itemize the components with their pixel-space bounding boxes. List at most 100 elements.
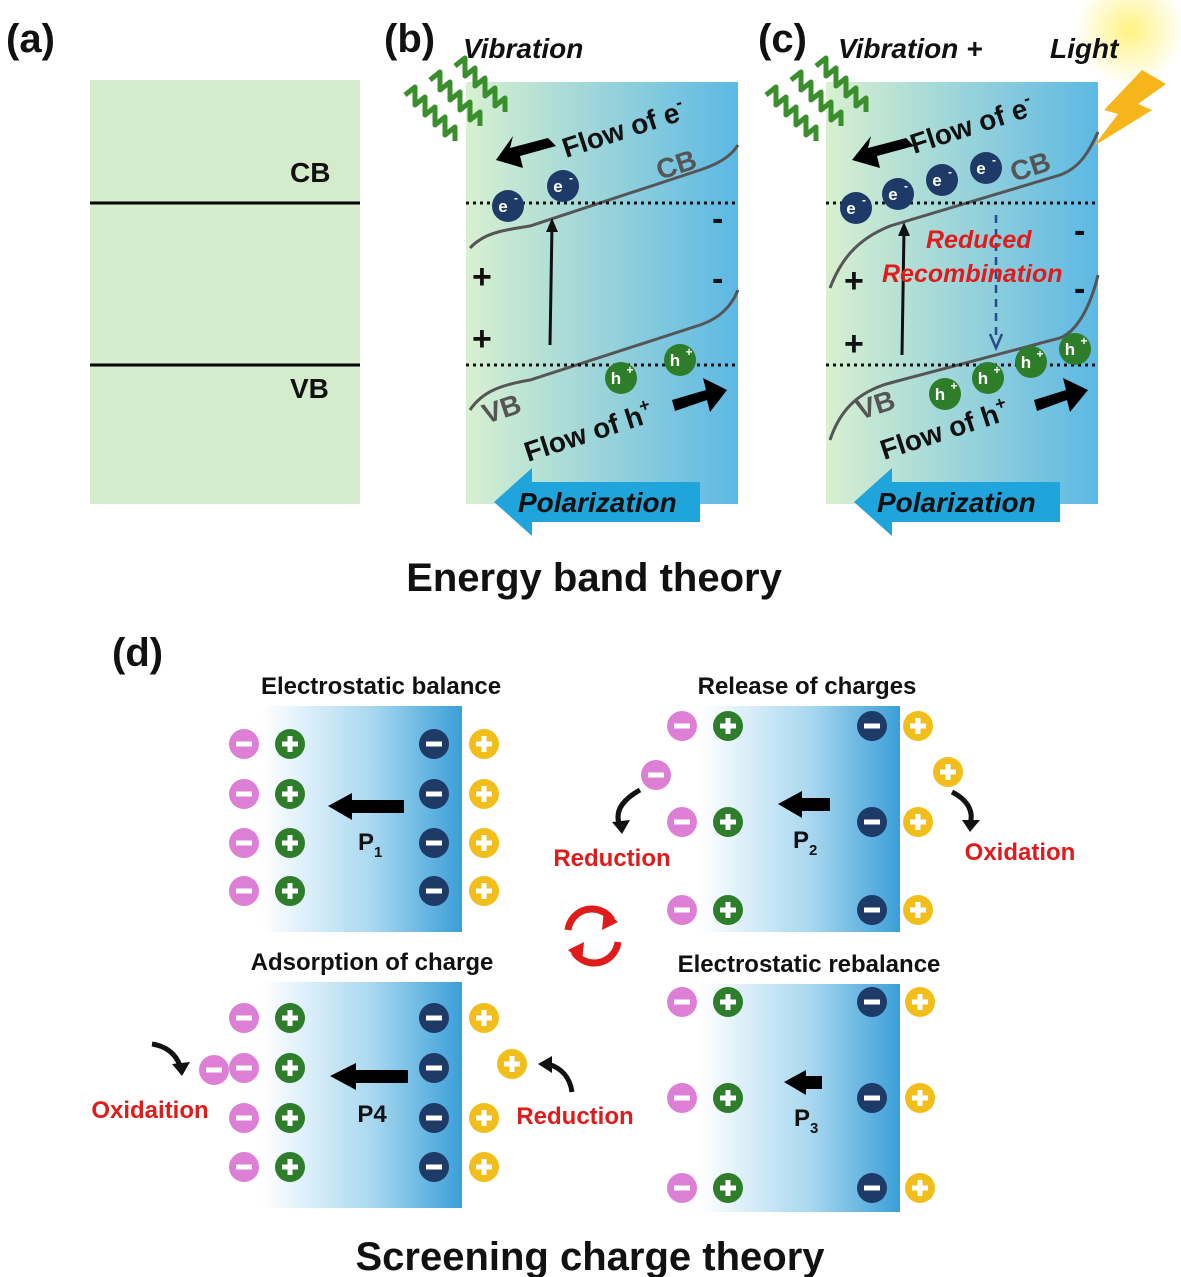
panel-b: Flow of e- CB VB e - e - h + h + Flow of…: [403, 55, 740, 536]
negative-charge-navy: [857, 711, 887, 741]
flow-e-arrow-c: [852, 136, 914, 168]
q4-title: Adsorption of charge: [251, 949, 494, 976]
released-negative-charge: [641, 760, 671, 790]
excitation-arrowhead-b: [546, 218, 558, 232]
positive-charge-green: [275, 1152, 305, 1182]
svg-text:e: e: [932, 171, 941, 190]
negative-charge-pink: [667, 987, 697, 1017]
oxidation-label-q2: Oxidation: [965, 839, 1076, 866]
adsorbing-negative-charge: [199, 1055, 229, 1085]
svg-text:h: h: [1021, 353, 1031, 372]
positive-charge-green: [275, 1053, 305, 1083]
panel-label-a: (a): [6, 17, 55, 61]
q3-charges: [667, 987, 935, 1203]
adsorbing-positive-charge: [497, 1049, 527, 1079]
negative-charge-pink: [667, 1083, 697, 1113]
minus-charge-c-1: -: [1074, 212, 1085, 250]
oxidaition-label-q4: Oxidaition: [91, 1097, 208, 1124]
quadrant-electrostatic-rebalance: Electrostatic rebalance P3: [667, 951, 940, 1212]
positive-charge-green: [275, 1003, 305, 1033]
p1-arrow-body: [350, 800, 404, 813]
svg-text:e: e: [976, 159, 985, 178]
positive-charge-green: [713, 1173, 743, 1203]
quadrant-release-of-charges: Release of charges P2 Reduction Oxidatio…: [553, 673, 1075, 932]
negative-charge-navy: [419, 1103, 449, 1133]
q4-charges: [199, 1003, 527, 1182]
vibration-label-b: Vibration: [463, 33, 583, 64]
hole-c-4: h +: [1059, 333, 1091, 365]
positive-charge-green: [713, 807, 743, 837]
cycle-icon: [564, 905, 622, 967]
svg-text:-: -: [948, 165, 952, 179]
hole-c-1: h +: [929, 378, 961, 410]
vb-label-a: VB: [290, 373, 329, 404]
plus-charge-b-1: +: [472, 258, 492, 296]
svg-text:-: -: [904, 179, 908, 193]
q2-charges: [641, 711, 963, 925]
reduction-curve-arrowhead-q4: [538, 1056, 552, 1073]
negative-charge-navy: [419, 1152, 449, 1182]
positive-charge-green: [713, 895, 743, 925]
cb-label-a: CB: [290, 157, 330, 188]
vibration-light-label-c: Vibration +: [838, 33, 982, 64]
minus-charge-b-1: -: [712, 200, 723, 238]
negative-charge-pink: [229, 1003, 259, 1033]
svg-text:h: h: [978, 369, 988, 388]
negative-charge-pink: [229, 729, 259, 759]
oxidation-curve-arrow-q4: [151, 1041, 183, 1067]
excitation-arrowhead-c: [898, 222, 910, 236]
vb-band-curve-b: [468, 289, 740, 411]
p3-arrow-body: [804, 1076, 822, 1089]
positive-charge-gold: [903, 895, 933, 925]
svg-text:e: e: [498, 197, 507, 216]
negative-charge-navy: [419, 729, 449, 759]
q3-title: Electrostatic rebalance: [678, 951, 941, 978]
reduction-label-q4: Reduction: [516, 1103, 633, 1130]
negative-charge-pink: [229, 1103, 259, 1133]
svg-text:e: e: [888, 185, 897, 204]
panel-label-b: (b): [384, 17, 435, 61]
polarization-label-b: Polarization: [518, 487, 677, 518]
svg-text:-: -: [862, 193, 866, 207]
polarization-arrow-c: [854, 468, 1060, 536]
hole-c-2: h +: [972, 362, 1004, 394]
positive-charge-gold: [469, 1152, 499, 1182]
positive-charge-gold: [469, 828, 499, 858]
negative-charge-pink: [667, 711, 697, 741]
negative-charge-navy: [419, 828, 449, 858]
svg-text:h: h: [935, 385, 945, 404]
hole-b-1: h +: [605, 362, 637, 394]
negative-charge-navy: [419, 779, 449, 809]
svg-text:h: h: [1065, 340, 1075, 359]
p1-label: P1: [358, 829, 382, 861]
svg-text:+: +: [993, 363, 1000, 377]
cb-band-curve-c: [828, 131, 1100, 289]
svg-text:+: +: [685, 345, 692, 359]
panel-label-d: (d): [112, 631, 163, 675]
negative-charge-pink: [667, 807, 697, 837]
positive-charge-green: [713, 711, 743, 741]
p1-arrow-head: [328, 793, 352, 820]
excitation-arrow-c: [900, 229, 906, 356]
hole-b-2: h +: [664, 344, 696, 376]
minus-charge-b-2: -: [712, 260, 723, 298]
oxidation-curve-arrowhead-q4: [172, 1062, 190, 1076]
excitation-arrow-b: [548, 224, 554, 346]
vibration-wave-icon: [764, 55, 869, 141]
svg-text:-: -: [569, 171, 573, 185]
positive-charge-gold: [469, 779, 499, 809]
electron-c-3: e -: [926, 164, 958, 196]
q2-title: Release of charges: [698, 673, 917, 700]
sun-glow: [1075, 0, 1181, 85]
flow-h-arrow-b: [672, 378, 727, 412]
lightning-bolt-icon: [1094, 70, 1166, 146]
plus-charge-c-2: +: [844, 325, 864, 363]
negative-charge-pink: [667, 895, 697, 925]
band-diagram-a-background: [90, 80, 360, 504]
positive-charge-gold: [469, 876, 499, 906]
negative-charge-navy: [857, 1083, 887, 1113]
negative-charge-navy: [857, 895, 887, 925]
polarization-label-c: Polarization: [877, 487, 1036, 518]
electron-c-2: e -: [882, 178, 914, 210]
p4-label: P4: [357, 1101, 387, 1128]
